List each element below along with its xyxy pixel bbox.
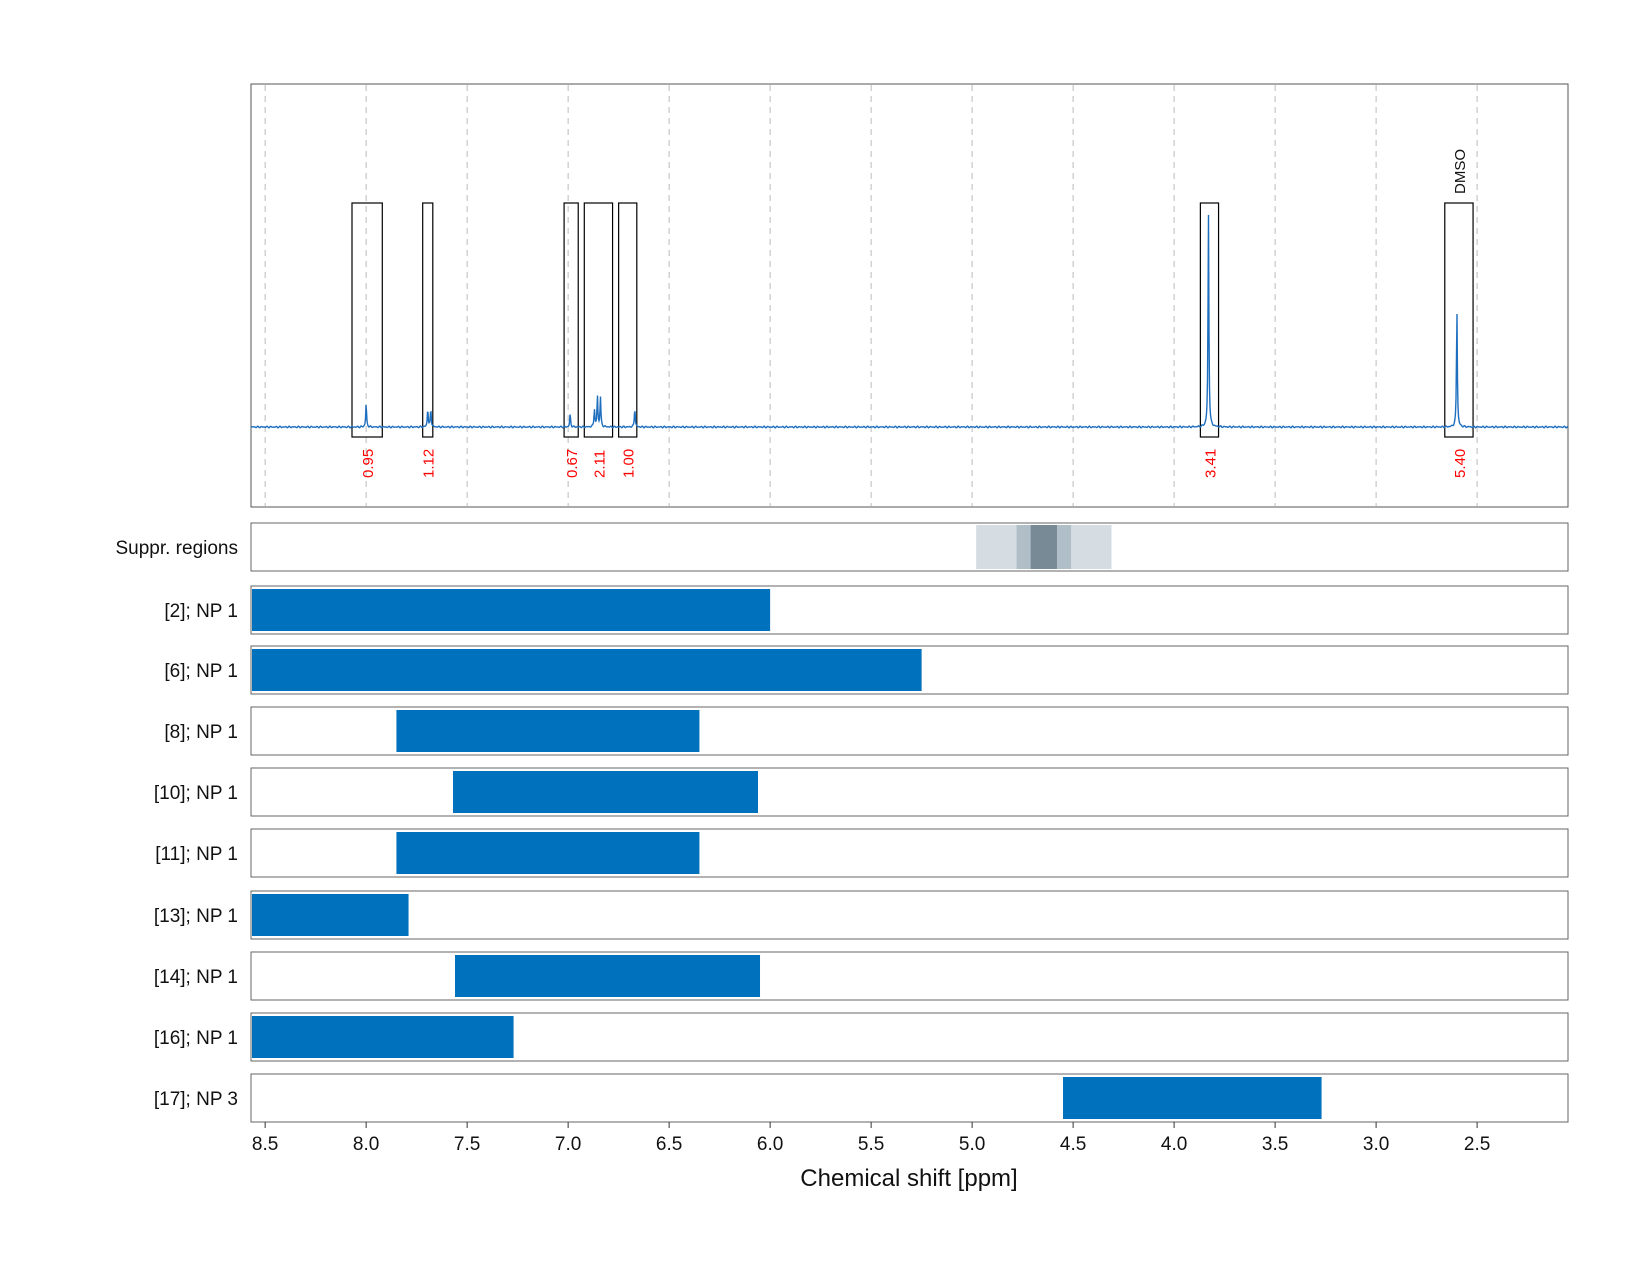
- row-label: [13]; NP 1: [154, 906, 238, 927]
- range-row-frame: [250, 767, 1569, 817]
- x-tick-label: 2.5: [1464, 1134, 1490, 1155]
- x-tick-label: 8.0: [353, 1134, 379, 1155]
- row-label: [17]; NP 3: [154, 1089, 238, 1110]
- x-tick-label: 7.0: [555, 1134, 581, 1155]
- integral-value: 0.67: [564, 449, 581, 478]
- x-tick-label: 6.5: [656, 1134, 682, 1155]
- row-label: [10]; NP 1: [154, 783, 238, 804]
- x-tick-label: 4.5: [1060, 1134, 1086, 1155]
- x-axis: 8.5 8.0 7.5 7.0 6.5 6.0 5.5 5.0 4.5 4.0 3.5 3.0 2.5: [252, 1122, 1490, 1155]
- x-tick-label: 8.5: [252, 1134, 278, 1155]
- x-tick-label: 3.0: [1363, 1134, 1389, 1155]
- integration-box: [422, 202, 434, 438]
- row-label: Suppr. regions: [115, 538, 238, 559]
- integration-box: [1199, 202, 1220, 438]
- row-label: [2]; NP 1: [164, 601, 238, 622]
- range-bar: [396, 710, 700, 752]
- x-axis-label: Chemical shift [ppm]: [800, 1165, 1017, 1192]
- x-tick-label: 5.0: [959, 1134, 985, 1155]
- range-bar: [252, 589, 771, 631]
- integration-box: [583, 202, 614, 438]
- integration-box: [351, 202, 383, 438]
- grid-lines: [264, 85, 1478, 506]
- range-bar: [452, 771, 759, 813]
- x-tick-label: 3.5: [1262, 1134, 1288, 1155]
- x-tick-label: 4.0: [1161, 1134, 1187, 1155]
- range-bar: [455, 955, 761, 997]
- integral-value: 3.41: [1202, 449, 1219, 478]
- integration-box: [618, 202, 638, 438]
- range-bar: [396, 832, 700, 874]
- range-rows: [2]; NP 1 [6]; NP 1 [8]; NP 1 [10]; NP 1 [11…: [154, 585, 1569, 1123]
- integral-value: 1.00: [621, 449, 638, 478]
- integral-value: 0.95: [360, 449, 377, 478]
- x-tick-label: 7.5: [454, 1134, 480, 1155]
- region-label: DMSO: [1452, 149, 1469, 194]
- range-row-frame: [250, 1073, 1569, 1123]
- spectrum-line: [250, 214, 1569, 429]
- suppression-row-frame: [250, 522, 1569, 572]
- suppressed-region: [1030, 525, 1057, 569]
- range-bar: [252, 1016, 514, 1058]
- integral-value: 1.12: [421, 449, 438, 478]
- range-bar: [252, 649, 922, 691]
- row-label: [14]; NP 1: [154, 967, 238, 988]
- row-label: [16]; NP 1: [154, 1028, 238, 1049]
- x-tick-label: 6.0: [757, 1134, 783, 1155]
- range-row-frame: [250, 951, 1569, 1001]
- suppression-panel: Suppr. regions: [115, 522, 1569, 572]
- row-label: [6]; NP 1: [164, 661, 238, 682]
- integration-box: [1444, 202, 1474, 438]
- range-row-frame: [250, 890, 1569, 940]
- row-label: [11]; NP 1: [155, 844, 238, 865]
- spectrum-panel: [250, 83, 1569, 508]
- range-bar: [1063, 1077, 1322, 1119]
- integration-box: [563, 202, 579, 438]
- spectrum-plot: 0.95 1.12 0.67 2.11 1.00 3.41 5.40 DMSO: [250, 149, 1569, 478]
- row-label: [8]; NP 1: [164, 722, 238, 743]
- integral-value: 2.11: [591, 450, 608, 478]
- range-bar: [252, 894, 409, 936]
- integral-value: 5.40: [1452, 449, 1469, 478]
- x-tick-label: 5.5: [858, 1134, 884, 1155]
